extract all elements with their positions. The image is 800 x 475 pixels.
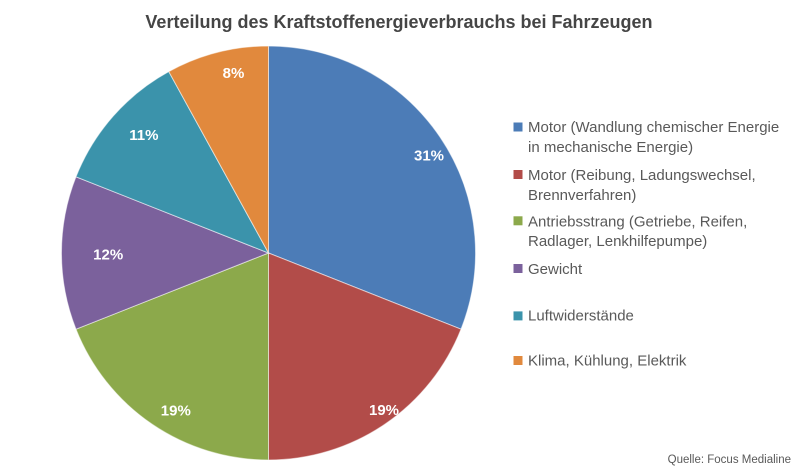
svg-text:Verteilung des Kraftstoffenerg: Verteilung des Kraftstoffenergieverbrauc… bbox=[145, 12, 652, 32]
svg-text:Gewicht: Gewicht bbox=[528, 261, 583, 278]
svg-text:Motor (Reibung, Ladungswechsel: Motor (Reibung, Ladungswechsel, bbox=[528, 167, 756, 184]
svg-text:19%: 19% bbox=[161, 402, 191, 419]
svg-text:Radlager, Lenkhilfepumpe): Radlager, Lenkhilfepumpe) bbox=[528, 233, 707, 250]
svg-text:Motor (Wandlung chemischer Ene: Motor (Wandlung chemischer Energie bbox=[528, 119, 779, 136]
svg-text:19%: 19% bbox=[369, 402, 399, 419]
svg-text:Antriebsstrang (Getriebe, Reif: Antriebsstrang (Getriebe, Reifen, bbox=[528, 214, 747, 231]
svg-text:Klima, Kühlung, Elektrik: Klima, Kühlung, Elektrik bbox=[528, 352, 687, 369]
svg-text:Luftwiderstände: Luftwiderstände bbox=[528, 308, 634, 325]
svg-text:Brennverfahren): Brennverfahren) bbox=[528, 187, 636, 204]
svg-text:Quelle: Focus Medialine: Quelle: Focus Medialine bbox=[668, 454, 791, 466]
svg-text:31%: 31% bbox=[414, 147, 444, 164]
svg-text:in mechanische Energie): in mechanische Energie) bbox=[528, 139, 693, 156]
svg-text:12%: 12% bbox=[93, 247, 123, 264]
svg-text:11%: 11% bbox=[129, 127, 158, 144]
svg-text:8%: 8% bbox=[223, 65, 245, 82]
